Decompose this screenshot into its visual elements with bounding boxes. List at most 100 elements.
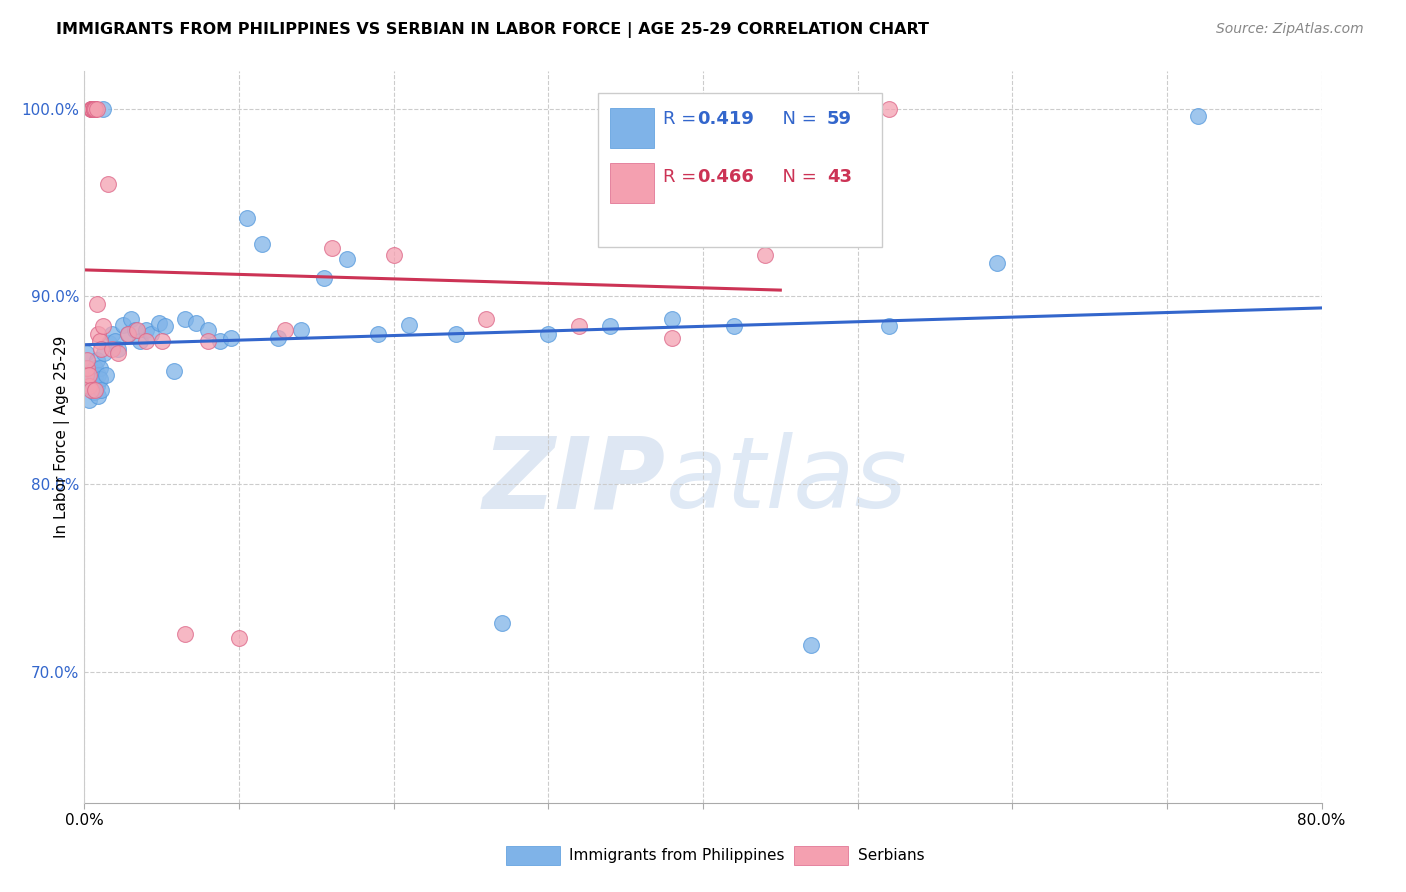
Point [197, 323, 219, 337]
Point [79, 379, 101, 393]
Point [117, 326, 139, 341]
FancyBboxPatch shape [598, 94, 883, 247]
Point [89, 334, 111, 349]
Point [150, 334, 173, 349]
Point [77, 368, 100, 383]
Point [89, 360, 111, 375]
Point [90, 342, 112, 356]
Point [98, 336, 121, 351]
Point [568, 319, 591, 334]
Point [82, 102, 104, 116]
Point [84, 370, 107, 384]
Point [83, 102, 105, 116]
Point [754, 248, 776, 262]
Point [91, 102, 114, 116]
Point [382, 248, 405, 262]
Point [76, 360, 98, 375]
Point [83, 102, 105, 116]
Point [79, 102, 101, 116]
Text: R =: R = [664, 110, 703, 128]
Point [135, 334, 157, 349]
Point [367, 326, 389, 341]
Text: IMMIGRANTS FROM PHILIPPINES VS SERBIAN IN LABOR FORCE | AGE 25-29 CORRELATION CH: IMMIGRANTS FROM PHILIPPINES VS SERBIAN I… [56, 22, 929, 38]
Point [82, 364, 104, 378]
FancyBboxPatch shape [506, 846, 560, 865]
Point [661, 331, 683, 345]
Point [83, 102, 105, 116]
Point [84, 102, 107, 116]
Point [125, 323, 148, 337]
Point [82, 376, 104, 390]
Point [174, 312, 197, 326]
Point [93, 345, 115, 359]
Point [83, 102, 105, 116]
Text: 43: 43 [827, 169, 852, 186]
Point [599, 319, 621, 334]
Point [86, 102, 108, 116]
Point [107, 345, 129, 359]
Point [77, 379, 100, 393]
Point [267, 331, 290, 345]
Point [91, 319, 114, 334]
Point [107, 342, 129, 356]
Point [77, 368, 100, 383]
Text: N =: N = [770, 110, 823, 128]
Point [94, 368, 117, 383]
Point [87, 326, 110, 341]
Point [86, 353, 108, 368]
Point [250, 236, 273, 251]
Point [475, 312, 498, 326]
Point [321, 241, 343, 255]
Point [163, 364, 186, 378]
FancyBboxPatch shape [610, 108, 654, 148]
Text: R =: R = [664, 169, 703, 186]
Text: 59: 59 [827, 110, 852, 128]
Point [112, 318, 135, 332]
Point [90, 383, 112, 397]
Text: 0.466: 0.466 [697, 169, 754, 186]
Text: ZIP: ZIP [482, 433, 666, 530]
Point [104, 334, 127, 349]
Point [117, 326, 139, 341]
Y-axis label: In Labor Force | Age 25-29: In Labor Force | Age 25-29 [55, 336, 70, 538]
Point [82, 102, 104, 116]
Point [96, 177, 118, 191]
Point [537, 326, 560, 341]
Point [274, 323, 297, 337]
Point [197, 334, 219, 349]
Point [86, 379, 108, 393]
Point [491, 615, 513, 630]
Point [228, 631, 250, 645]
Text: atlas: atlas [666, 433, 907, 530]
Point [139, 326, 162, 341]
Point [235, 211, 259, 225]
Point [124, 323, 146, 337]
Point [83, 102, 105, 116]
Point [76, 360, 98, 375]
Text: Source: ZipAtlas.com: Source: ZipAtlas.com [1216, 22, 1364, 37]
Point [148, 316, 170, 330]
Point [82, 102, 104, 116]
Point [129, 334, 152, 349]
Point [184, 316, 207, 330]
Point [101, 342, 124, 356]
Point [75, 368, 97, 383]
Text: 0.419: 0.419 [697, 110, 754, 128]
Point [135, 323, 157, 337]
Point [986, 255, 1008, 269]
Point [312, 270, 335, 285]
Point [398, 318, 420, 332]
Point [174, 627, 197, 641]
Point [76, 372, 98, 386]
Point [75, 345, 97, 359]
FancyBboxPatch shape [610, 163, 654, 203]
Point [89, 372, 111, 386]
Point [877, 319, 900, 334]
Text: N =: N = [770, 169, 823, 186]
Point [76, 353, 98, 368]
Point [79, 102, 101, 116]
Point [83, 102, 105, 116]
Point [336, 252, 359, 266]
Point [723, 319, 745, 334]
Point [84, 360, 107, 375]
